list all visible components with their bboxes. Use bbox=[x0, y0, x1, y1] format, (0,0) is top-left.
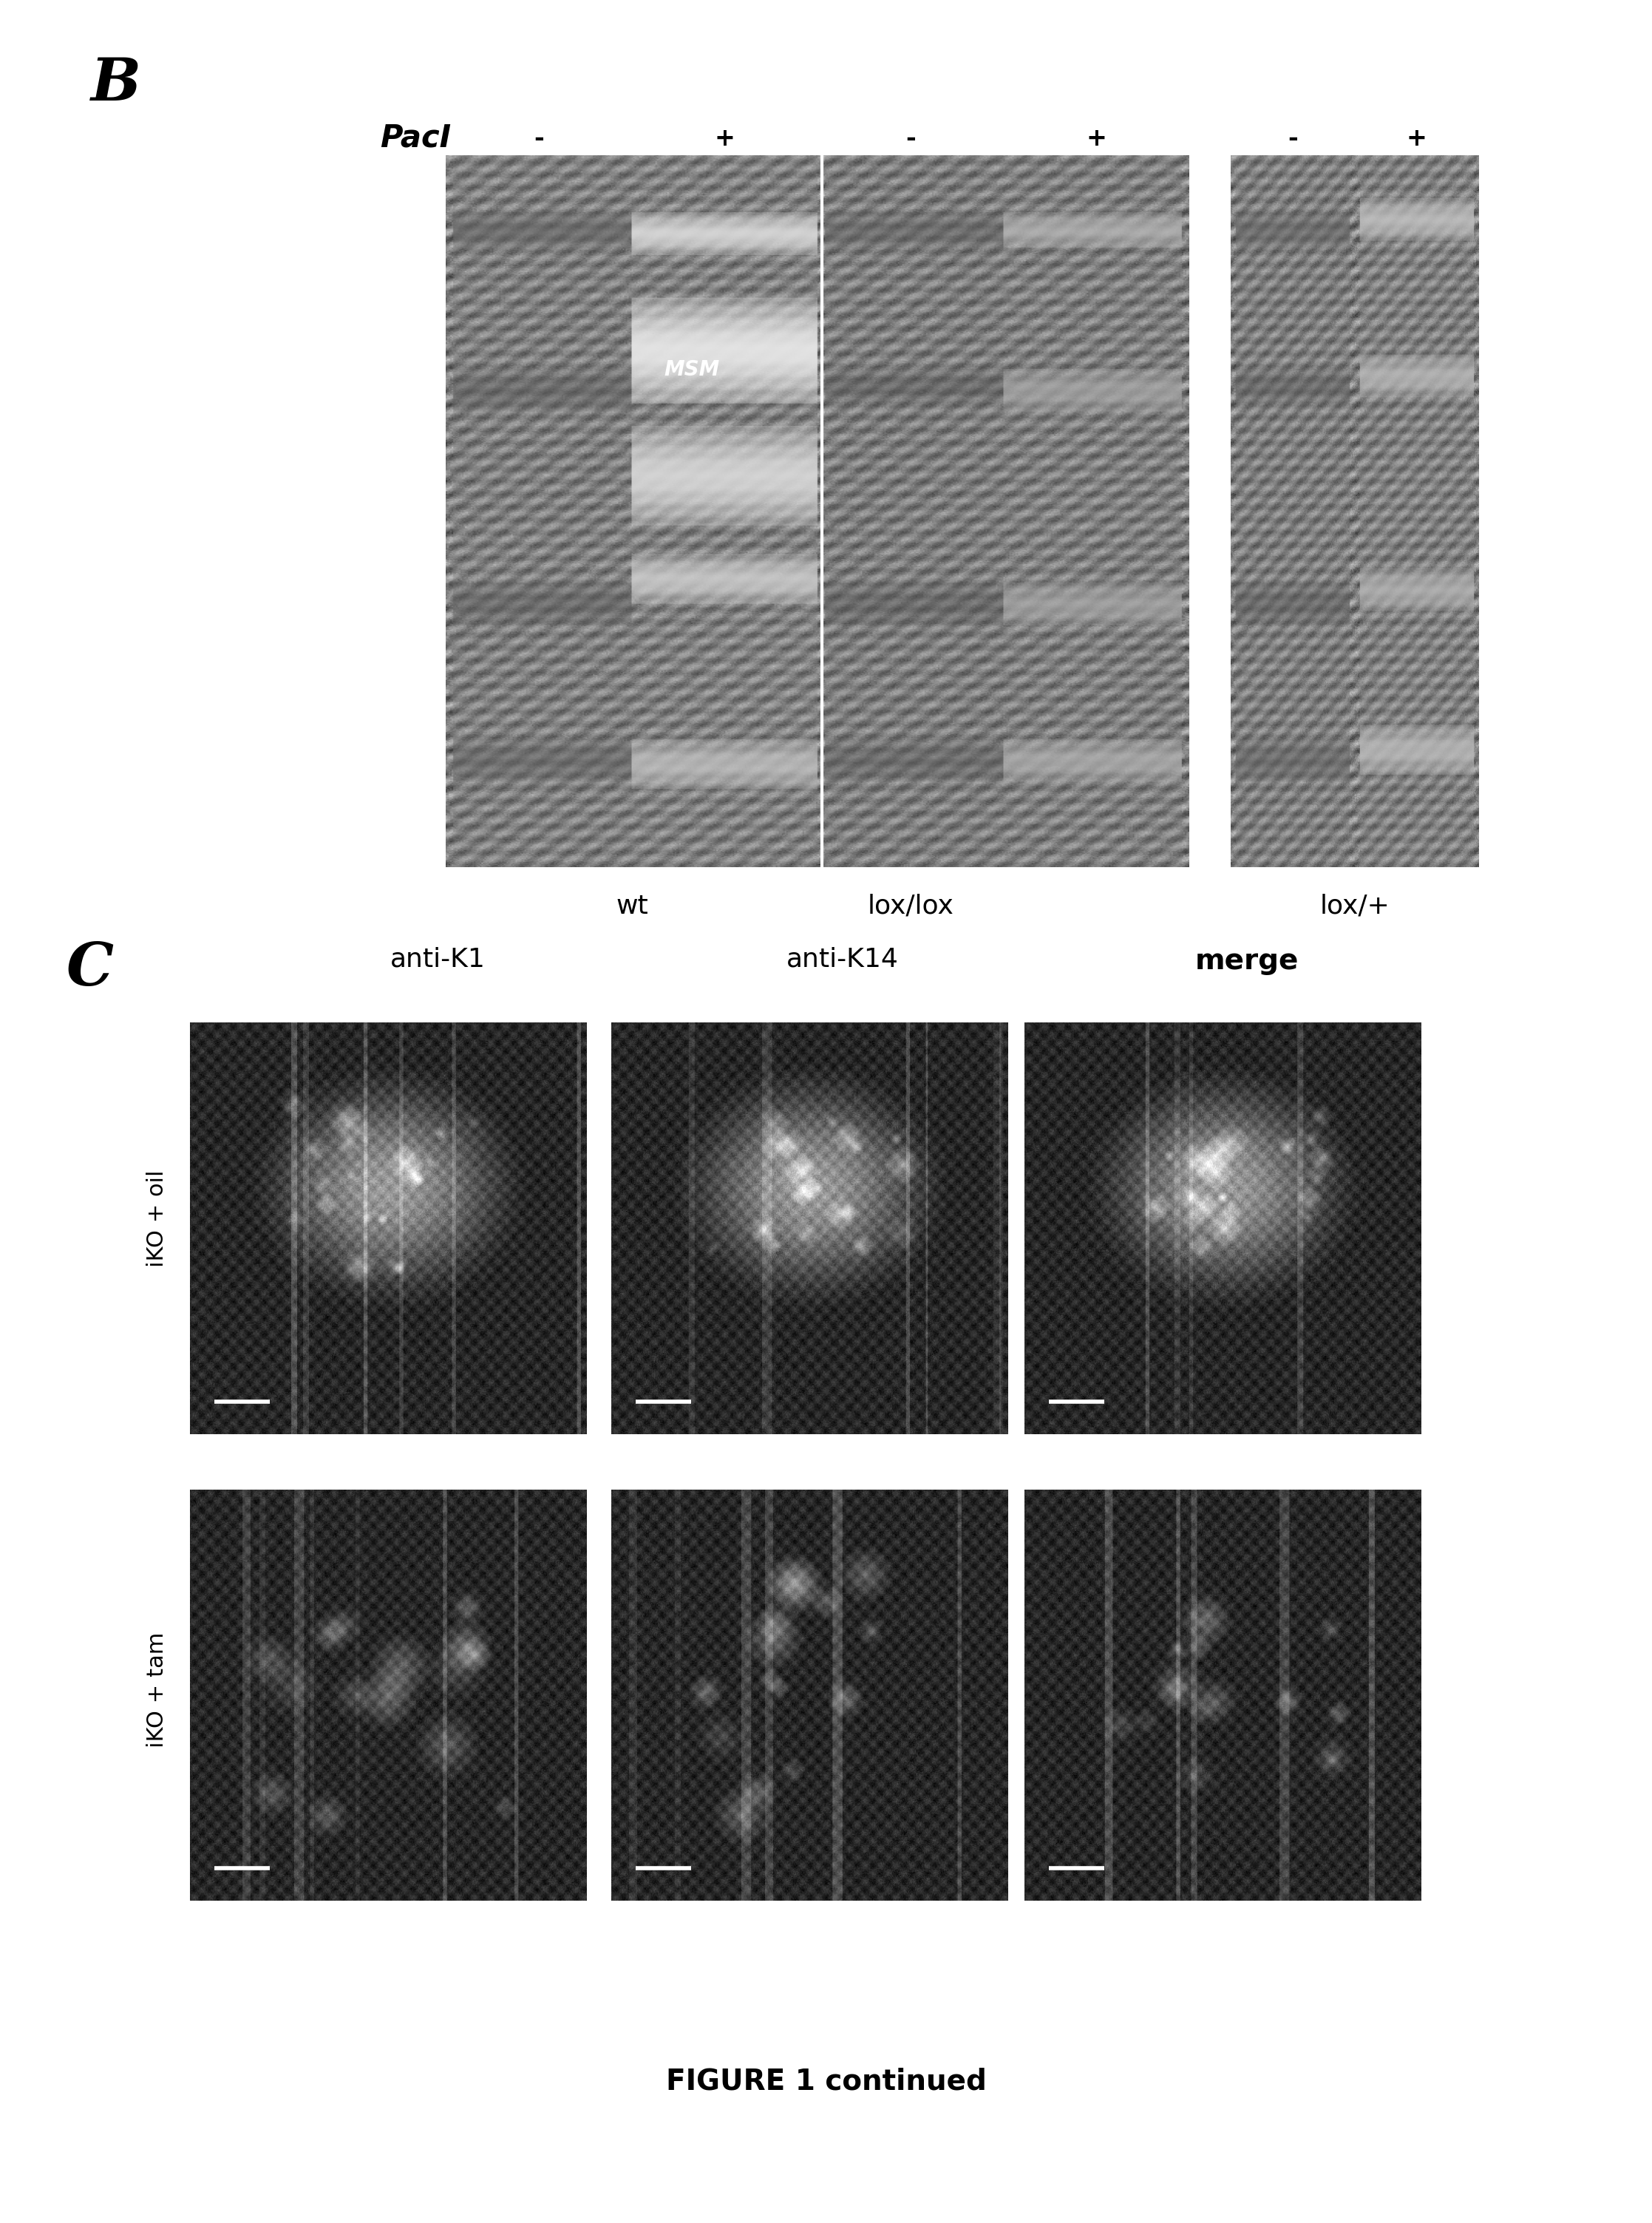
Text: lox/lox: lox/lox bbox=[867, 894, 953, 918]
Text: iKO + tam: iKO + tam bbox=[147, 1632, 167, 1747]
Text: PacI: PacI bbox=[380, 122, 451, 153]
Text: -: - bbox=[534, 127, 544, 151]
Text: +: + bbox=[1087, 127, 1107, 151]
Text: merge: merge bbox=[1196, 947, 1298, 976]
Text: +: + bbox=[715, 127, 735, 151]
Text: -: - bbox=[1287, 127, 1298, 151]
Text: lox/+: lox/+ bbox=[1320, 894, 1389, 918]
Text: anti-K1: anti-K1 bbox=[390, 947, 486, 971]
Text: C: C bbox=[66, 940, 114, 998]
Text: iKO + oil: iKO + oil bbox=[147, 1169, 167, 1267]
Text: FIGURE 1 continued: FIGURE 1 continued bbox=[666, 2067, 986, 2096]
Text: B: B bbox=[91, 56, 140, 113]
Text: wt: wt bbox=[616, 894, 648, 918]
Text: +: + bbox=[1406, 127, 1427, 151]
Text: MSM: MSM bbox=[664, 360, 720, 380]
Text: -: - bbox=[905, 127, 915, 151]
Text: anti-K14: anti-K14 bbox=[786, 947, 899, 971]
